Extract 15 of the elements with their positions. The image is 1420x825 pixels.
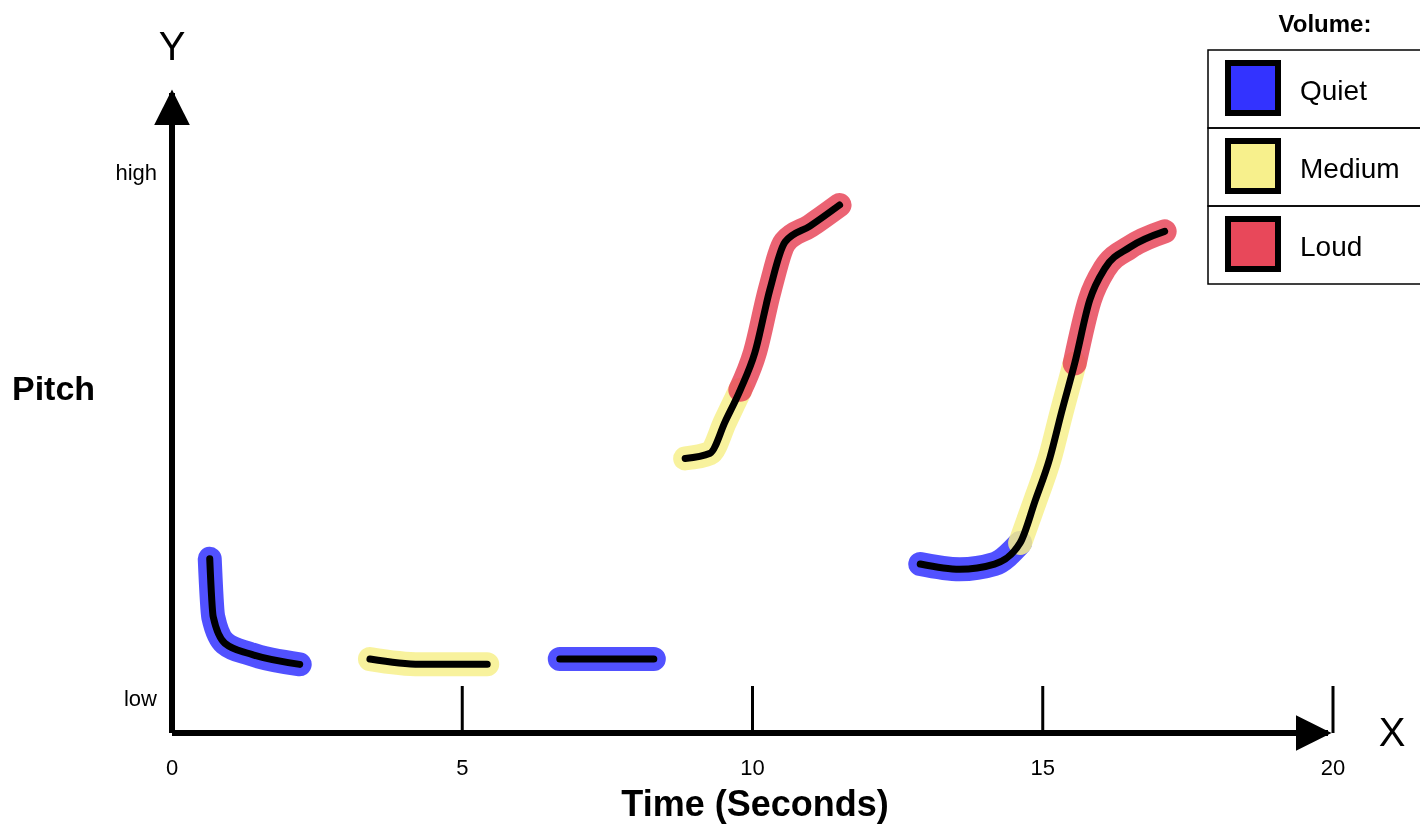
x-tick-label: 10 [740,755,765,780]
text: X [1378,710,1406,754]
x-tick-label: 20 [1320,755,1346,780]
x-tick-label: 5 [456,755,469,780]
legend-label: Loud [1300,230,1363,262]
legend-label: Quiet [1300,74,1368,106]
y-axis-title: Pitch [12,369,96,407]
legend-label: Medium [1300,152,1400,184]
text: Y [158,24,186,68]
text: low [123,685,158,711]
text: high [115,159,157,185]
x-tick-label: 0 [165,755,179,780]
legend-title: Volume: [1278,10,1372,37]
x-tick-label: 15 [1030,755,1055,780]
x-axis-title: Time (Seconds) [621,783,889,824]
